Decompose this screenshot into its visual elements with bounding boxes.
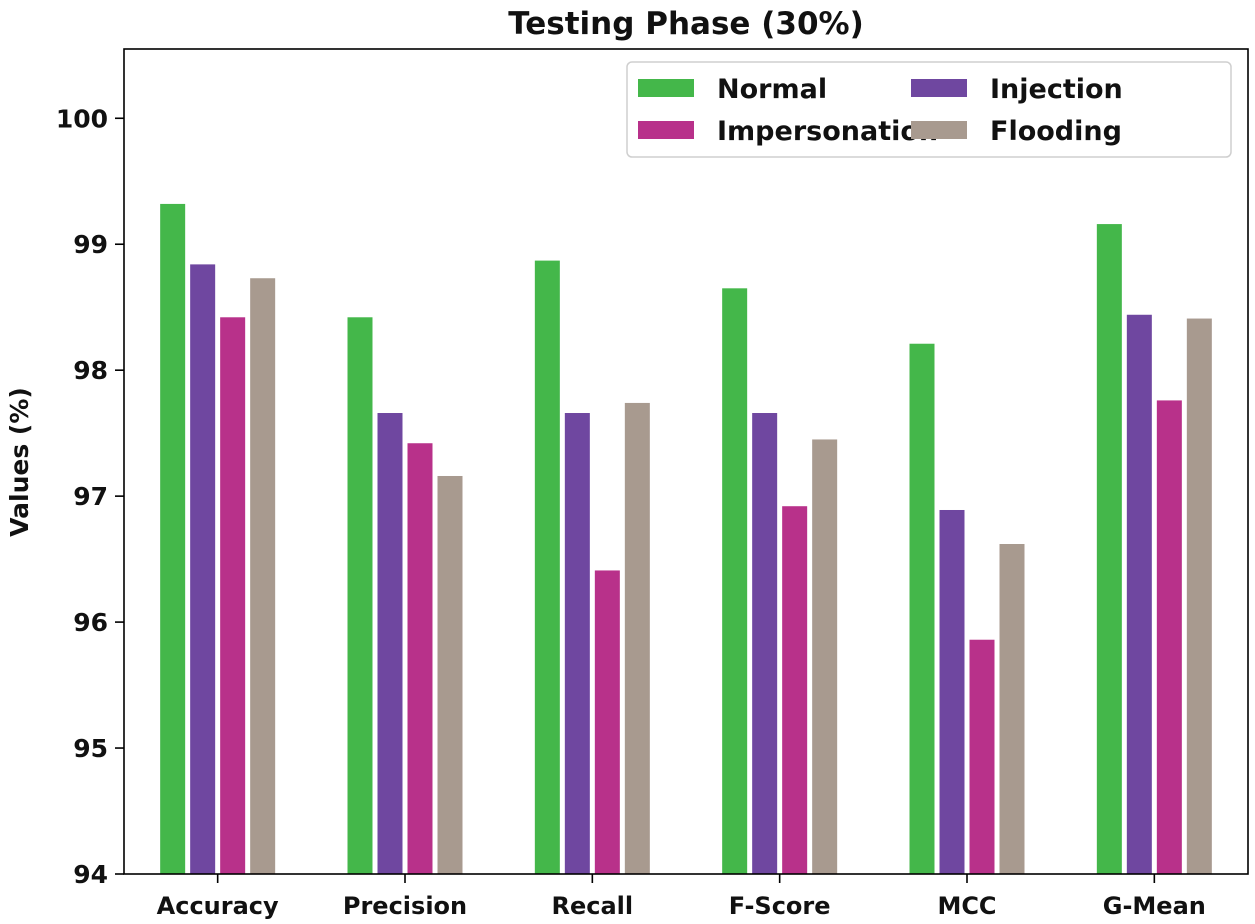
bar-impersonation-accuracy bbox=[220, 317, 246, 874]
bar-injection-g-mean bbox=[1126, 314, 1152, 874]
x-tick-label: Recall bbox=[552, 892, 634, 920]
bar-impersonation-mcc bbox=[969, 639, 995, 874]
bar-injection-precision bbox=[377, 413, 403, 874]
bar-injection-accuracy bbox=[190, 264, 216, 874]
bar-impersonation-g-mean bbox=[1156, 400, 1182, 874]
bar-impersonation-f-score bbox=[782, 506, 808, 874]
bar-flooding-f-score bbox=[812, 439, 838, 874]
x-tick-label: Accuracy bbox=[157, 892, 279, 920]
chart-title: Testing Phase (30%) bbox=[508, 6, 864, 42]
bar-flooding-recall bbox=[624, 402, 650, 874]
x-tick-label: F-Score bbox=[729, 892, 831, 920]
legend-swatch-injection bbox=[911, 79, 967, 97]
legend-label-normal: Normal bbox=[717, 74, 827, 105]
legend-swatch-normal bbox=[638, 79, 694, 97]
bar-normal-g-mean bbox=[1096, 224, 1122, 874]
bar-normal-f-score bbox=[722, 288, 748, 874]
legend-swatch-flooding bbox=[911, 121, 967, 139]
y-tick-label: 94 bbox=[73, 860, 108, 889]
x-axis: Accuracy Precision Recall F-Score MCC G-Mean bbox=[157, 874, 1206, 920]
y-tick-label: 96 bbox=[73, 608, 108, 637]
y-tick-label: 100 bbox=[56, 104, 108, 133]
y-tick-label: 98 bbox=[73, 356, 108, 385]
y-axis-label: Values (%) bbox=[5, 387, 34, 537]
bar-flooding-g-mean bbox=[1186, 318, 1212, 874]
bar-normal-precision bbox=[347, 317, 373, 874]
bar-normal-recall bbox=[534, 260, 560, 875]
bar-injection-f-score bbox=[752, 413, 778, 874]
y-tick-label: 95 bbox=[73, 734, 108, 763]
legend-box bbox=[626, 61, 1232, 158]
y-tick-label: 99 bbox=[73, 230, 108, 259]
bar-normal-mcc bbox=[909, 343, 935, 875]
bar-impersonation-recall bbox=[594, 570, 620, 874]
legend-label-flooding: Flooding bbox=[990, 116, 1122, 147]
bar-flooding-mcc bbox=[999, 544, 1025, 874]
y-axis: 94 95 96 97 98 99 100 bbox=[56, 104, 124, 889]
x-tick-label: G-Mean bbox=[1103, 892, 1206, 920]
bar-normal-accuracy bbox=[160, 203, 186, 875]
bar-injection-mcc bbox=[939, 509, 965, 874]
bar-flooding-accuracy bbox=[250, 278, 276, 874]
x-tick-label: MCC bbox=[937, 892, 996, 920]
bar-flooding-precision bbox=[437, 475, 463, 874]
legend-label-injection: Injection bbox=[990, 74, 1123, 105]
legend: Normal Injection Impersonation Flooding bbox=[626, 61, 1232, 158]
bar-impersonation-precision bbox=[407, 443, 433, 874]
bar-injection-recall bbox=[564, 413, 590, 874]
y-tick-label: 97 bbox=[73, 482, 108, 511]
plot-frame bbox=[123, 48, 1249, 875]
x-tick-label: Precision bbox=[343, 892, 467, 920]
legend-swatch-impersonation bbox=[638, 121, 694, 139]
bars-layer bbox=[160, 203, 1212, 875]
legend-label-impersonation: Impersonation bbox=[717, 116, 938, 147]
